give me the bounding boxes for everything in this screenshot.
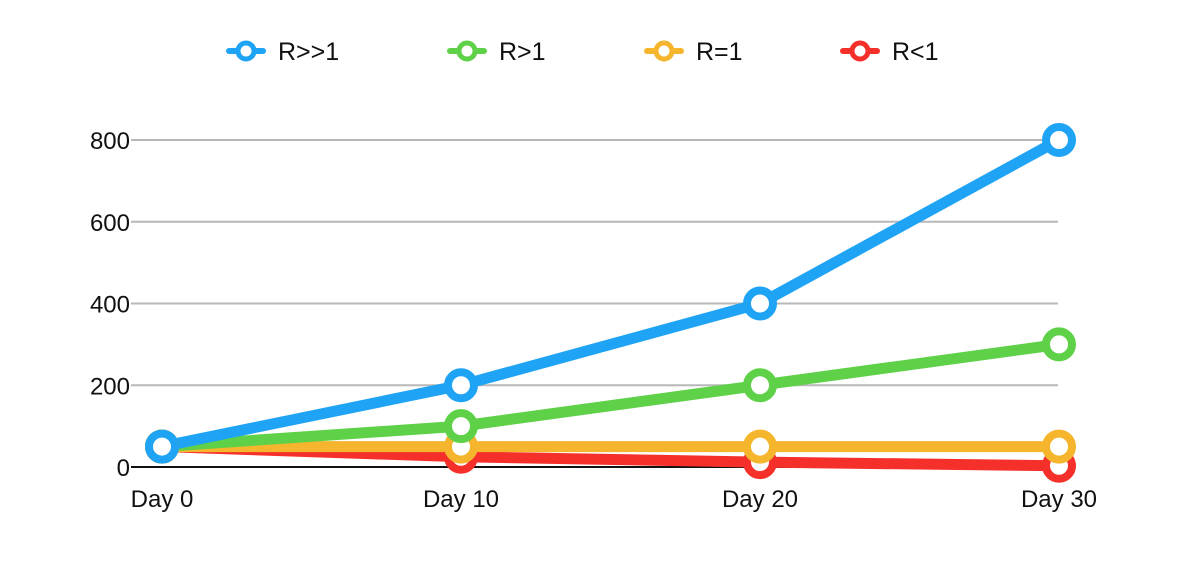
data-point	[743, 429, 777, 464]
x-tick-label: Day 30	[1021, 486, 1097, 513]
x-tick-label: Day 0	[131, 486, 194, 513]
x-axis: Day 0 Day 10 Day 20 Day 30	[131, 486, 1097, 513]
data-point	[1042, 327, 1076, 362]
data-point	[1042, 429, 1076, 464]
data-point	[743, 368, 777, 403]
y-tick-label: 400	[90, 292, 130, 319]
legend-swatch-marker	[653, 40, 675, 62]
y-axis: 0 200 400 600 800	[90, 128, 130, 482]
legend-label: R>1	[499, 38, 546, 66]
legend-label: R=1	[696, 38, 743, 66]
series-line	[156, 338, 1065, 453]
data-point	[145, 429, 179, 464]
legend-label: R<1	[892, 38, 939, 66]
data-point	[743, 286, 777, 321]
legend-swatch-marker	[849, 40, 871, 62]
data-point	[1042, 123, 1076, 157]
series-line	[156, 134, 1065, 453]
data-point	[444, 409, 478, 444]
y-tick-label: 800	[90, 128, 130, 155]
legend-item: R>>1	[226, 38, 339, 66]
legend-label: R>>1	[278, 38, 339, 66]
legend: R>>1 R>1 R=1 R<1	[226, 38, 939, 66]
grid-lines	[131, 139, 1058, 468]
data-point	[444, 368, 478, 403]
x-tick-label: Day 20	[722, 486, 798, 513]
series-0-markers	[145, 123, 1076, 464]
y-tick-label: 0	[117, 455, 130, 482]
legend-swatch-marker	[235, 40, 257, 62]
legend-swatch-marker	[456, 40, 478, 62]
legend-item: R>1	[447, 38, 546, 66]
y-tick-label: 200	[90, 373, 130, 400]
series-1	[156, 338, 1065, 453]
legend-item: R<1	[840, 38, 939, 66]
series-layer	[145, 123, 1076, 483]
legend-item: R=1	[644, 38, 743, 66]
x-tick-label: Day 10	[423, 486, 499, 513]
y-tick-label: 600	[90, 210, 130, 237]
series-0	[156, 134, 1065, 453]
